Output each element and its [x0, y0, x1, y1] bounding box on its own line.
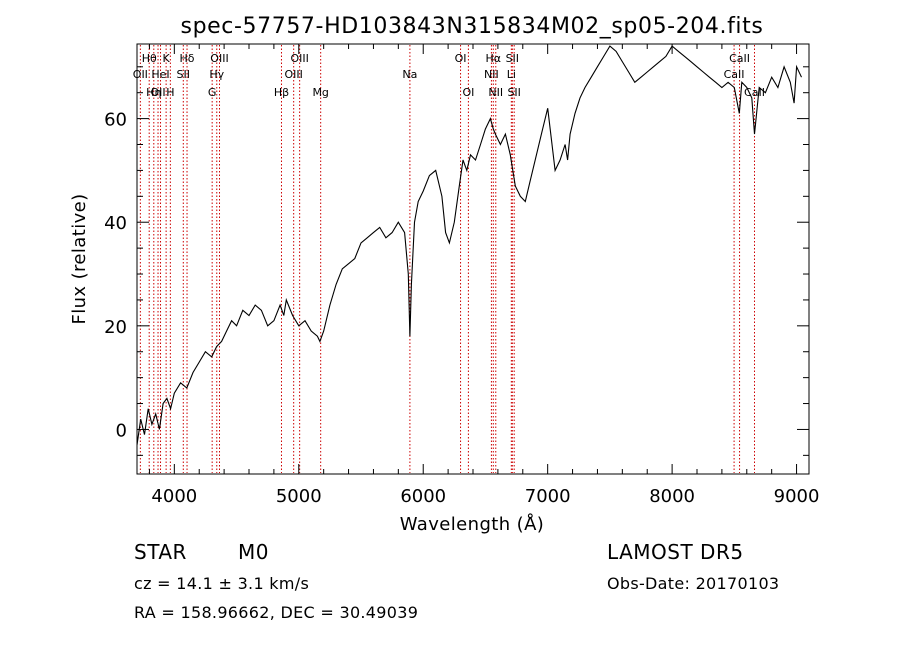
line-label-10: Hγ	[209, 68, 224, 81]
line-label-14: OIII	[290, 52, 308, 65]
x-tick-label-3: 7000	[525, 486, 571, 507]
x-tick-label-0: 4000	[151, 486, 197, 507]
line-label-26: CaII	[729, 52, 750, 65]
y-axis-label: Flux (relative)	[69, 193, 90, 324]
y-tick-label-1: 20	[104, 317, 127, 338]
line-label-25: CaII	[724, 68, 745, 81]
x-tick-label-5: 9000	[774, 486, 820, 507]
line-label-8: Hδ	[180, 52, 195, 65]
line-label-0: OII	[133, 68, 148, 81]
coordinates: RA = 158.96662, DEC = 30.49039	[134, 603, 419, 622]
x-axis-label: Wavelength (Å)	[400, 513, 544, 535]
y-tick-label-2: 40	[104, 213, 127, 234]
line-label-22: Li	[507, 68, 516, 81]
spectrum-series-line	[136, 45, 802, 446]
line-label-18: OI	[462, 86, 474, 99]
plot-frame	[136, 43, 810, 475]
object-subclass: M0	[238, 540, 269, 564]
line-label-21: NII	[488, 86, 503, 99]
observation-date: Obs-Date: 20170103	[607, 574, 780, 593]
line-label-12: Hβ	[274, 86, 289, 99]
x-tick-label-2: 6000	[400, 486, 446, 507]
line-label-4: HeI	[151, 68, 169, 81]
y-tick-label-0: 0	[116, 420, 127, 441]
object-class: STAR	[134, 540, 187, 564]
redshift-cz: cz = 14.1 ± 3.1 km/s	[134, 574, 310, 593]
line-label-9: G	[208, 86, 217, 99]
line-label-7: SII	[177, 68, 190, 81]
line-label-1: Hθ	[142, 52, 157, 65]
x-tick-label-4: 8000	[649, 486, 695, 507]
spectral-line-markers	[139, 45, 755, 473]
x-tick-label-1: 5000	[276, 486, 322, 507]
line-label-2: Hη	[146, 86, 161, 99]
survey-name: LAMOST DR5	[607, 540, 744, 564]
line-label-20: Hα	[486, 52, 502, 65]
line-label-3: OII	[150, 86, 165, 99]
chart-title: spec-57757-HD103843N315834M02_sp05-204.f…	[181, 14, 764, 39]
line-label-5: K	[163, 52, 171, 65]
line-label-13: OIII	[284, 68, 302, 81]
y-tick-label-3: 60	[104, 110, 127, 131]
line-label-15: Mg	[312, 86, 328, 99]
line-label-19: NII	[484, 68, 499, 81]
line-label-11: OIII	[210, 52, 228, 65]
line-label-17: OI	[455, 52, 467, 65]
line-label-6: H	[166, 86, 174, 99]
x-axis: 4000 5000 6000 7000 8000 9000	[148, 44, 820, 507]
y-axis: 0 20 40 60	[104, 66, 809, 456]
line-label-24: SII	[507, 86, 520, 99]
line-label-27: CaII	[744, 86, 765, 99]
line-label-23: SII	[506, 52, 519, 65]
line-label-16: Na	[402, 68, 417, 81]
spectral-line-labels: OIIHθHηOIIHeIKHSIIHδGHγOIIIHβOIIIOIIIMgN…	[133, 52, 765, 99]
